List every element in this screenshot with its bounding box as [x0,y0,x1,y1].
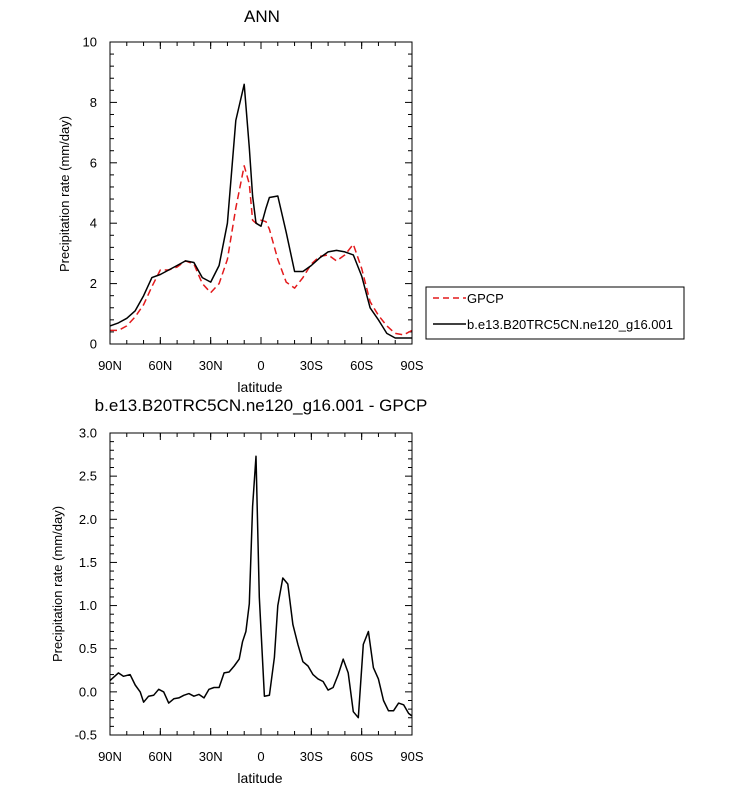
top-y-tick-label: 8 [90,95,97,110]
top-x-tick-label: 0 [257,358,264,373]
top-y-tick-label: 2 [90,276,97,291]
top-chart-title: ANN [244,7,280,26]
bottom-x-tick-label: 90S [400,749,423,764]
bottom-plot-frame [109,432,413,736]
bottom-x-tick-label: 90N [98,749,122,764]
top-y-tick-label: 4 [90,216,97,231]
top-plot-frame [109,41,413,345]
bottom-x-tick-label: 60N [148,749,172,764]
bottom-x-tick-label: 0 [257,749,264,764]
top-y-axis-label: Precipitation rate (mm/day) [57,116,72,272]
top-series-lines [109,83,413,339]
top-x-tick-label: 60S [350,358,373,373]
top-panel: ANN latitude Precipitation rate (mm/day)… [57,7,424,395]
top-y-tick-label: 0 [90,337,97,352]
bottom-x-tick-label: 30N [199,749,223,764]
bottom-x-axis-label: latitude [237,770,282,786]
bottom-chart-title: b.e13.B20TRC5CN.ne120_g16.001 - GPCP [95,396,428,415]
bottom-panel: b.e13.B20TRC5CN.ne120_g16.001 - GPCP lat… [50,396,427,786]
top-x-tick-label: 30S [300,358,323,373]
bottom-y-tick-label: 1.5 [79,555,97,570]
top-series-line-gpcp [110,165,413,336]
legend-entry-model: b.e13.B20TRC5CN.ne120_g16.001 [467,317,673,332]
top-x-tick-label: 90N [98,358,122,373]
bottom-series-line-difference [109,455,413,719]
top-y-tick-label: 6 [90,155,97,170]
bottom-x-tick-label: 30S [300,749,323,764]
bottom-series-lines [109,455,413,719]
top-x-axis-label: latitude [237,379,282,395]
bottom-axis-ticks: 90N 60N 30N 0 30S 60S 90S -0.5 0.0 0.5 1.0 1.5 2.0 2.… [75,426,424,765]
legend-entry-gpcp: GPCP [467,291,504,306]
bottom-y-tick-label: -0.5 [75,728,97,743]
bottom-y-axis-label: Precipitation rate (mm/day) [50,506,65,662]
bottom-y-tick-label: 3.0 [79,426,97,441]
bottom-y-tick-label: 0.0 [79,684,97,699]
bottom-y-tick-label: 2.5 [79,469,97,484]
top-y-tick-label: 10 [83,35,97,50]
bottom-y-tick-label: 0.5 [79,641,97,656]
top-x-tick-label: 30N [199,358,223,373]
bottom-y-tick-label: 2.0 [79,512,97,527]
top-x-tick-label: 90S [400,358,423,373]
legend: GPCP b.e13.B20TRC5CN.ne120_g16.001 [425,286,685,340]
bottom-y-tick-label: 1.0 [79,598,97,613]
bottom-x-tick-label: 60S [350,749,373,764]
top-series-line-b-e13-b20trc5cn-ne120-g16-001 [109,83,412,339]
top-x-tick-label: 60N [148,358,172,373]
legend-box [425,286,685,340]
